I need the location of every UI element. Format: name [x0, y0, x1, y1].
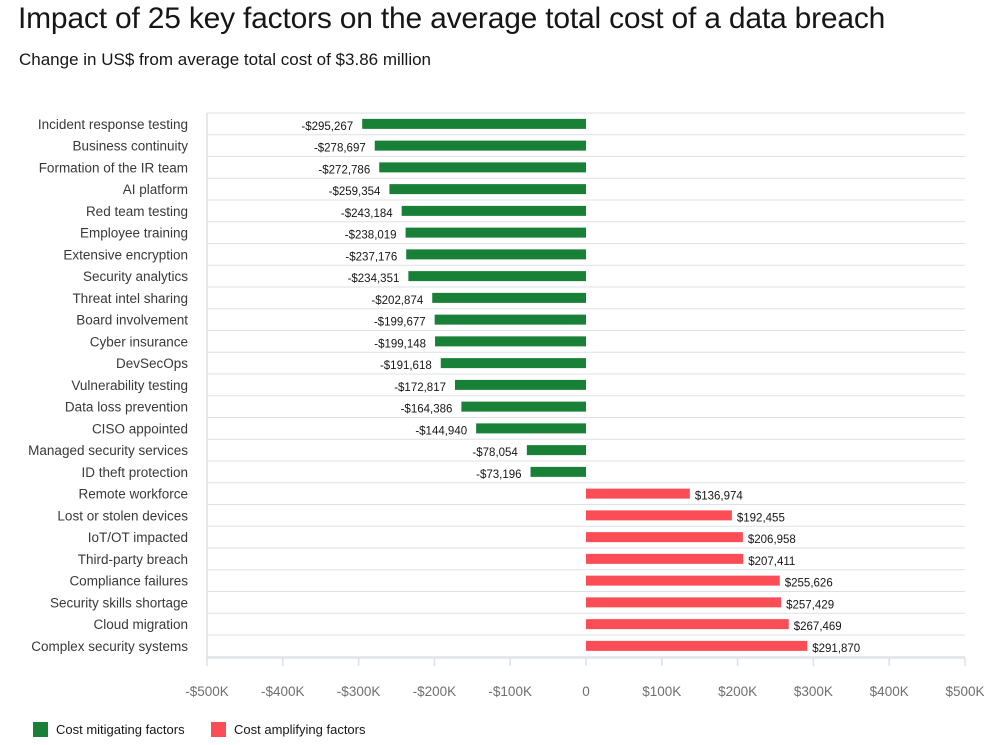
category-label: IoT/OT impacted: [88, 530, 188, 545]
value-label: -$278,697: [314, 143, 366, 155]
bar-amplifying: [586, 597, 782, 608]
category-label: Cloud migration: [93, 617, 188, 632]
bar-amplifying: [586, 575, 780, 586]
bar-mitigating: [434, 314, 586, 325]
bar-amplifying: [586, 640, 808, 651]
x-tick-label: $200K: [718, 684, 757, 699]
legend-swatch-mitigating: [33, 722, 48, 737]
value-label: -$199,677: [374, 317, 426, 329]
bar-amplifying: [586, 488, 690, 499]
legend-swatch-amplifying: [211, 722, 226, 737]
category-label: ID theft protection: [81, 465, 188, 480]
bar-mitigating: [401, 205, 586, 216]
category-label: Complex security systems: [31, 639, 188, 654]
value-label: -$191,618: [380, 360, 432, 372]
bar-mitigating: [461, 401, 586, 412]
bar-chart: -$500K -$400K -$300K -$200K -$100K 0 $100K $200…: [28, 112, 985, 699]
x-tick-label: -$300K: [337, 684, 381, 699]
bar-mitigating: [526, 445, 586, 456]
category-label: Security skills shortage: [50, 595, 188, 610]
value-label: -$78,054: [472, 447, 518, 459]
category-label: Compliance failures: [69, 574, 188, 589]
category-label: Board involvement: [76, 313, 188, 328]
category-label: Third-party breach: [78, 552, 188, 567]
value-label: $257,429: [786, 599, 834, 611]
category-label: Security analytics: [83, 269, 188, 284]
category-label: Lost or stolen devices: [57, 508, 188, 523]
bar-amplifying: [586, 553, 744, 564]
category-label: Data loss prevention: [65, 400, 188, 415]
value-label: -$202,874: [371, 295, 423, 307]
chart-title: Impact of 25 key factors on the average …: [18, 2, 886, 35]
category-label: Extensive encryption: [63, 247, 188, 262]
value-label: -$234,351: [348, 273, 400, 285]
bar-amplifying: [586, 619, 789, 630]
legend-amplifying: Cost amplifying factors: [211, 722, 366, 737]
category-label: Vulnerability testing: [71, 378, 188, 393]
value-label: -$164,386: [401, 404, 453, 416]
x-tick-label: $400K: [870, 684, 909, 699]
category-label: Business continuity: [72, 139, 188, 154]
category-label: CISO appointed: [92, 421, 188, 436]
value-label: -$243,184: [341, 208, 393, 220]
x-tick-label: 0: [582, 684, 590, 699]
value-label: $255,626: [785, 578, 833, 590]
bar-mitigating: [406, 249, 586, 260]
legend-label-mitigating: Cost mitigating factors: [56, 722, 185, 737]
value-label: -$144,940: [415, 425, 467, 437]
value-label: -$259,354: [329, 186, 381, 198]
category-label: Managed security services: [28, 443, 188, 458]
value-label: $207,411: [748, 556, 795, 568]
bar-mitigating: [530, 466, 586, 477]
value-label: -$272,786: [318, 164, 370, 176]
bar-amplifying: [586, 532, 743, 543]
bar-mitigating: [476, 423, 586, 434]
bar-mitigating: [435, 336, 586, 347]
value-label: $291,870: [812, 643, 860, 655]
value-label: -$295,267: [301, 121, 353, 133]
bar-mitigating: [362, 118, 586, 129]
value-label: $206,958: [748, 534, 796, 546]
bar-mitigating: [432, 292, 586, 303]
value-label: -$73,196: [476, 469, 521, 481]
value-label: $267,469: [794, 621, 842, 633]
category-label: Threat intel sharing: [72, 291, 188, 306]
bar-mitigating: [440, 358, 586, 369]
legend-label-amplifying: Cost amplifying factors: [234, 722, 366, 737]
category-label: AI platform: [123, 182, 188, 197]
bar-mitigating: [374, 140, 586, 151]
category-label: Incident response testing: [38, 117, 188, 132]
category-label: Red team testing: [86, 204, 188, 219]
x-tick-label: -$200K: [413, 684, 457, 699]
value-label: -$238,019: [345, 230, 397, 242]
x-tick-label: -$400K: [261, 684, 305, 699]
x-tick-label: $300K: [794, 684, 833, 699]
bar-mitigating: [408, 271, 586, 282]
value-label: $192,455: [737, 512, 785, 524]
category-label: Employee training: [80, 226, 188, 241]
value-label: -$199,148: [374, 338, 426, 350]
x-tick-label: $100K: [642, 684, 681, 699]
category-label: DevSecOps: [116, 356, 188, 371]
label-layer: -$500K -$400K -$300K -$200K -$100K 0 $100K $200…: [28, 117, 984, 699]
value-label: $136,974: [695, 491, 744, 503]
bar-mitigating: [379, 162, 586, 173]
value-label: -$172,817: [394, 382, 446, 394]
x-tick-label: $500K: [945, 684, 984, 699]
category-label: Remote workforce: [78, 487, 188, 502]
bar-mitigating: [389, 184, 586, 195]
x-tick-label: -$500K: [185, 684, 229, 699]
category-label: Cyber insurance: [90, 334, 188, 349]
bar-mitigating: [455, 379, 586, 390]
bar-mitigating: [405, 227, 586, 238]
x-tick-label: -$100K: [488, 684, 532, 699]
chart-subtitle: Change in US$ from average total cost of…: [19, 50, 432, 69]
category-label: Formation of the IR team: [39, 160, 188, 175]
legend-mitigating: Cost mitigating factors: [33, 722, 185, 737]
bar-layer: [362, 118, 808, 651]
value-label: -$237,176: [345, 251, 397, 263]
bar-amplifying: [586, 510, 732, 521]
grid-layer: [206, 112, 966, 666]
